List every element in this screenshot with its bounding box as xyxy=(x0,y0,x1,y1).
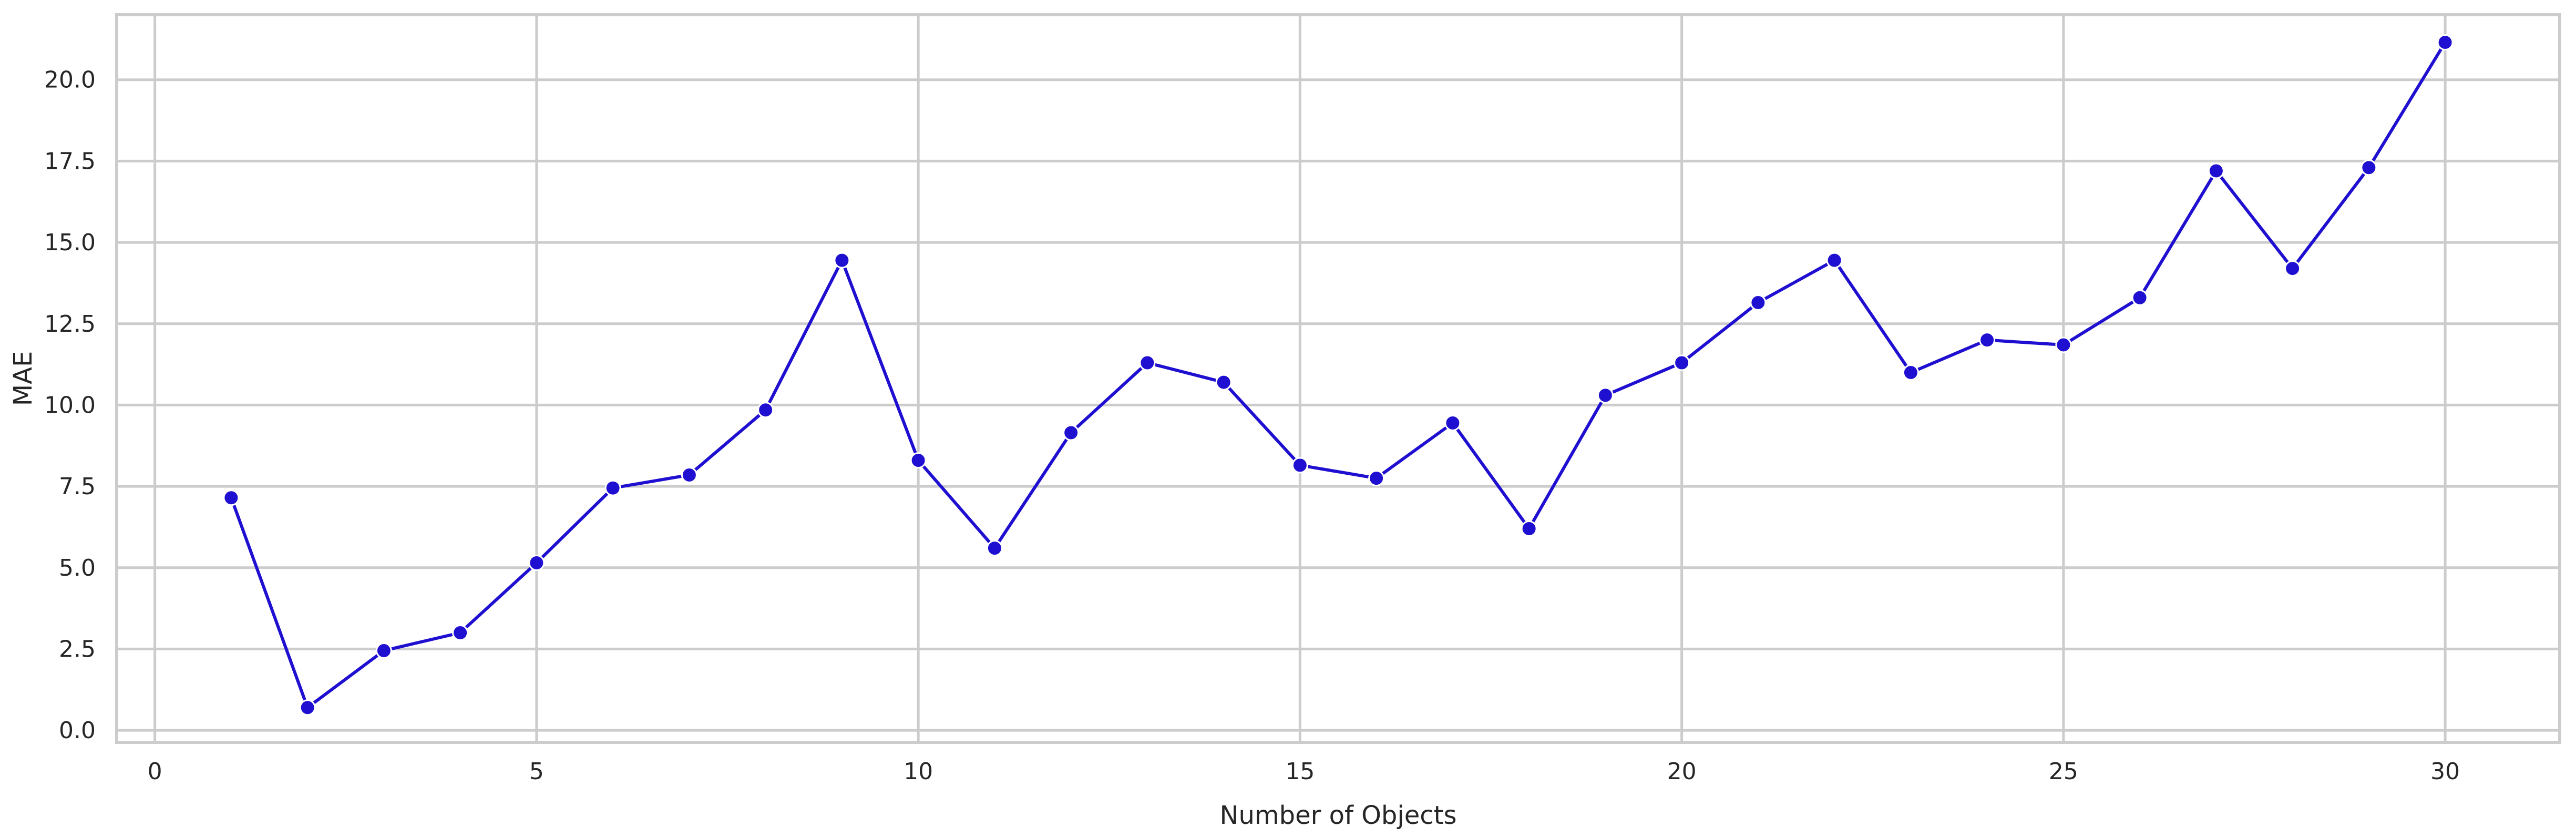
data-point xyxy=(2284,260,2301,277)
data-point xyxy=(1597,387,1614,404)
data-point xyxy=(1215,374,1232,391)
data-point xyxy=(1902,364,1919,381)
y-axis-ticks: 0.0 2.5 5.0 7.5 10.0 12.5 15.0 17.5 20.0 xyxy=(44,67,96,744)
x-tick-label: 0 xyxy=(148,758,162,785)
data-point xyxy=(1063,424,1080,441)
data-point xyxy=(1291,457,1308,474)
x-tick-label: 15 xyxy=(1285,758,1315,785)
y-tick-label: 15.0 xyxy=(44,229,96,256)
data-point xyxy=(604,479,621,496)
x-tick-label: 25 xyxy=(2049,758,2078,785)
data-point xyxy=(834,252,850,269)
y-axis-label: MAE xyxy=(8,351,38,406)
series-line xyxy=(229,40,2447,709)
data-point xyxy=(1674,354,1690,371)
x-axis-label: Number of Objects xyxy=(1220,801,1457,830)
y-tick-label: 0.0 xyxy=(59,717,96,744)
data-point xyxy=(1444,414,1461,431)
data-point xyxy=(910,452,927,469)
plot-area-frame xyxy=(115,13,2561,744)
data-point xyxy=(2055,336,2072,353)
x-tick-label: 10 xyxy=(904,758,933,785)
data-point xyxy=(681,466,697,483)
x-tick-label: 5 xyxy=(529,758,544,785)
y-tick-label: 2.5 xyxy=(59,636,96,662)
data-point xyxy=(2361,159,2377,176)
data-point xyxy=(1521,520,1537,537)
data-point xyxy=(2208,162,2224,179)
x-tick-label: 20 xyxy=(1667,758,1697,785)
data-point xyxy=(1139,354,1156,371)
data-point xyxy=(452,625,469,641)
y-tick-label: 17.5 xyxy=(44,148,96,175)
data-point xyxy=(375,642,392,659)
y-tick-label: 20.0 xyxy=(44,67,96,94)
data-point xyxy=(757,402,774,418)
data-point xyxy=(1368,470,1385,487)
data-point xyxy=(2131,289,2148,306)
x-axis-ticks: 0 5 10 15 20 25 30 xyxy=(148,758,2460,785)
data-point xyxy=(528,554,545,571)
y-tick-label: 12.5 xyxy=(44,311,96,338)
x-tick-label: 30 xyxy=(2430,758,2460,785)
y-tick-label: 7.5 xyxy=(59,473,96,500)
data-point xyxy=(1979,332,1996,349)
data-point xyxy=(223,489,240,506)
y-tick-label: 5.0 xyxy=(59,555,96,581)
data-point xyxy=(1750,294,1767,311)
data-point xyxy=(1826,252,1843,269)
grid xyxy=(117,15,2560,742)
series-group xyxy=(223,34,2454,716)
data-point xyxy=(2437,34,2454,51)
y-tick-label: 10.0 xyxy=(44,392,96,418)
data-point xyxy=(986,540,1003,557)
data-point xyxy=(299,699,316,716)
